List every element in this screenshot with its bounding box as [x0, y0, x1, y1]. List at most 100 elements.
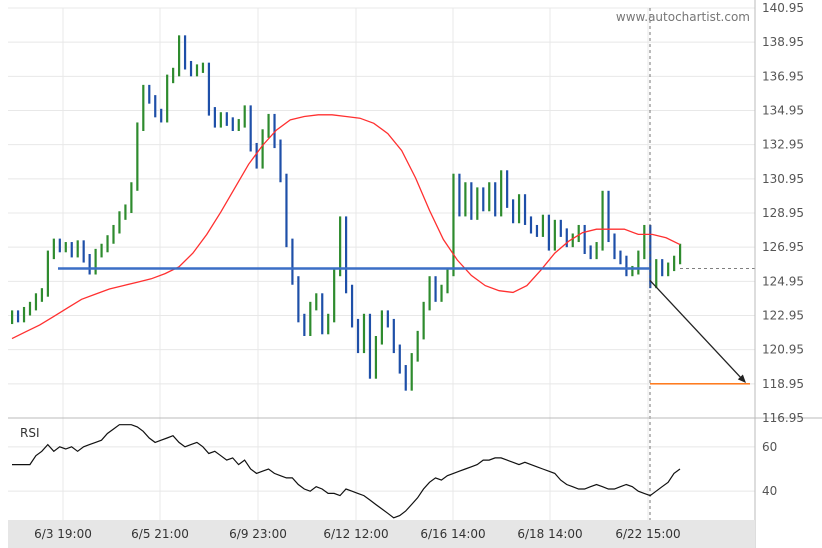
price-bar: [261, 129, 264, 169]
time-tick-label: 6/18 14:00: [517, 527, 582, 541]
price-bar: [333, 267, 336, 323]
price-bar: [225, 112, 228, 126]
price-bar: [619, 250, 622, 265]
price-bar: [410, 353, 413, 391]
price-bar: [541, 214, 545, 237]
price-bar: [488, 182, 491, 212]
price-bar: [321, 293, 324, 335]
price-tick-label: 136.95: [762, 69, 804, 83]
price-bar: [494, 182, 497, 217]
price-bar: [11, 310, 14, 325]
price-bar: [237, 119, 240, 131]
price-bar: [392, 318, 395, 354]
price-tick-label: 122.95: [762, 309, 804, 323]
time-axis: 6/3 19:00 6/5 21:00 6/9 23:00 6/12 12:00 6/1…: [34, 527, 681, 541]
price-bar: [16, 310, 20, 323]
price-bar: [28, 301, 32, 316]
price-bar: [416, 330, 419, 362]
price-bar: [529, 216, 533, 234]
price-bar: [219, 112, 222, 128]
price-bar: [273, 113, 276, 149]
price-bar: [422, 301, 425, 340]
price-bar: [172, 67, 175, 84]
price-bar: [613, 233, 616, 260]
price-bar: [506, 170, 509, 208]
price-bar: [285, 173, 288, 248]
price-bar: [213, 107, 216, 128]
price-bar: [154, 95, 157, 118]
price-bar: [201, 62, 205, 73]
price-bar: [22, 306, 26, 323]
price-bar: [512, 199, 515, 224]
price-bar: [130, 182, 133, 213]
price-bar: [70, 242, 73, 258]
price-tick-label: 118.95: [762, 377, 804, 391]
price-bar: [231, 117, 234, 131]
price-bar: [398, 344, 401, 374]
price-bar: [195, 64, 199, 77]
price-bar: [386, 310, 389, 328]
moving-average-line: [11, 114, 681, 340]
time-tick-label: 6/12 12:00: [323, 527, 388, 541]
price-bar: [183, 35, 187, 70]
price-bar: [404, 365, 407, 391]
price-bar: [40, 288, 44, 302]
price-bar: [345, 216, 348, 294]
price-bar: [267, 113, 270, 138]
price-bar: [458, 173, 461, 217]
price-bar: [434, 276, 437, 302]
axis-frame: [8, 0, 822, 548]
price-bar: [500, 170, 503, 217]
price-bar: [207, 62, 211, 116]
price-tick-label: 140.95: [762, 1, 804, 15]
price-bar: [124, 204, 127, 220]
price-tick-label: 138.95: [762, 35, 804, 49]
price-tick-label: 126.95: [762, 240, 804, 254]
price-bar: [559, 219, 562, 237]
price-bar: [452, 173, 455, 277]
rsi-line: [12, 424, 681, 519]
price-bar: [625, 255, 628, 277]
price-bar: [315, 293, 318, 311]
price-bar: [428, 276, 431, 311]
forecast-arrow-head: [737, 374, 746, 383]
price-tick-label: 134.95: [762, 104, 804, 118]
price-bar: [547, 214, 550, 251]
price-bar: [243, 105, 246, 128]
price-bar: [446, 267, 449, 294]
price-bar: [166, 74, 169, 123]
time-tick-label: 6/5 21:00: [131, 527, 189, 541]
price-bar: [297, 276, 300, 323]
price-tick-label: 130.95: [762, 172, 804, 186]
price-bar: [607, 190, 610, 243]
price-bar: [106, 235, 109, 253]
price-bar: [571, 233, 574, 248]
price-bar: [476, 187, 479, 220]
price-bar: [327, 313, 330, 335]
price-bar: [64, 242, 67, 253]
price-bar: [589, 245, 592, 260]
price-bar: [88, 254, 91, 275]
price-bar: [82, 240, 85, 263]
time-tick-label: 6/9 23:00: [229, 527, 287, 541]
price-bar: [368, 313, 372, 379]
price-bar: [661, 259, 664, 277]
price-bar: [595, 242, 598, 260]
price-bar: [655, 259, 658, 289]
price-bar: [255, 142, 258, 169]
price-bar: [112, 224, 115, 244]
price-bar: [118, 211, 121, 234]
price-tick-label: 116.95: [762, 411, 804, 425]
price-bar: [350, 284, 354, 328]
price-bar: [148, 84, 151, 104]
price-bar: [464, 182, 467, 217]
price-tick-label: 124.95: [762, 274, 804, 288]
rsi-tick-label: 60: [762, 440, 777, 454]
price-bar: [94, 248, 97, 275]
price-bar: [356, 318, 360, 354]
price-bar: [577, 224, 580, 243]
price-bar: [565, 228, 568, 248]
price-bar: [160, 108, 163, 123]
time-tick-label: 6/16 14:00: [420, 527, 485, 541]
